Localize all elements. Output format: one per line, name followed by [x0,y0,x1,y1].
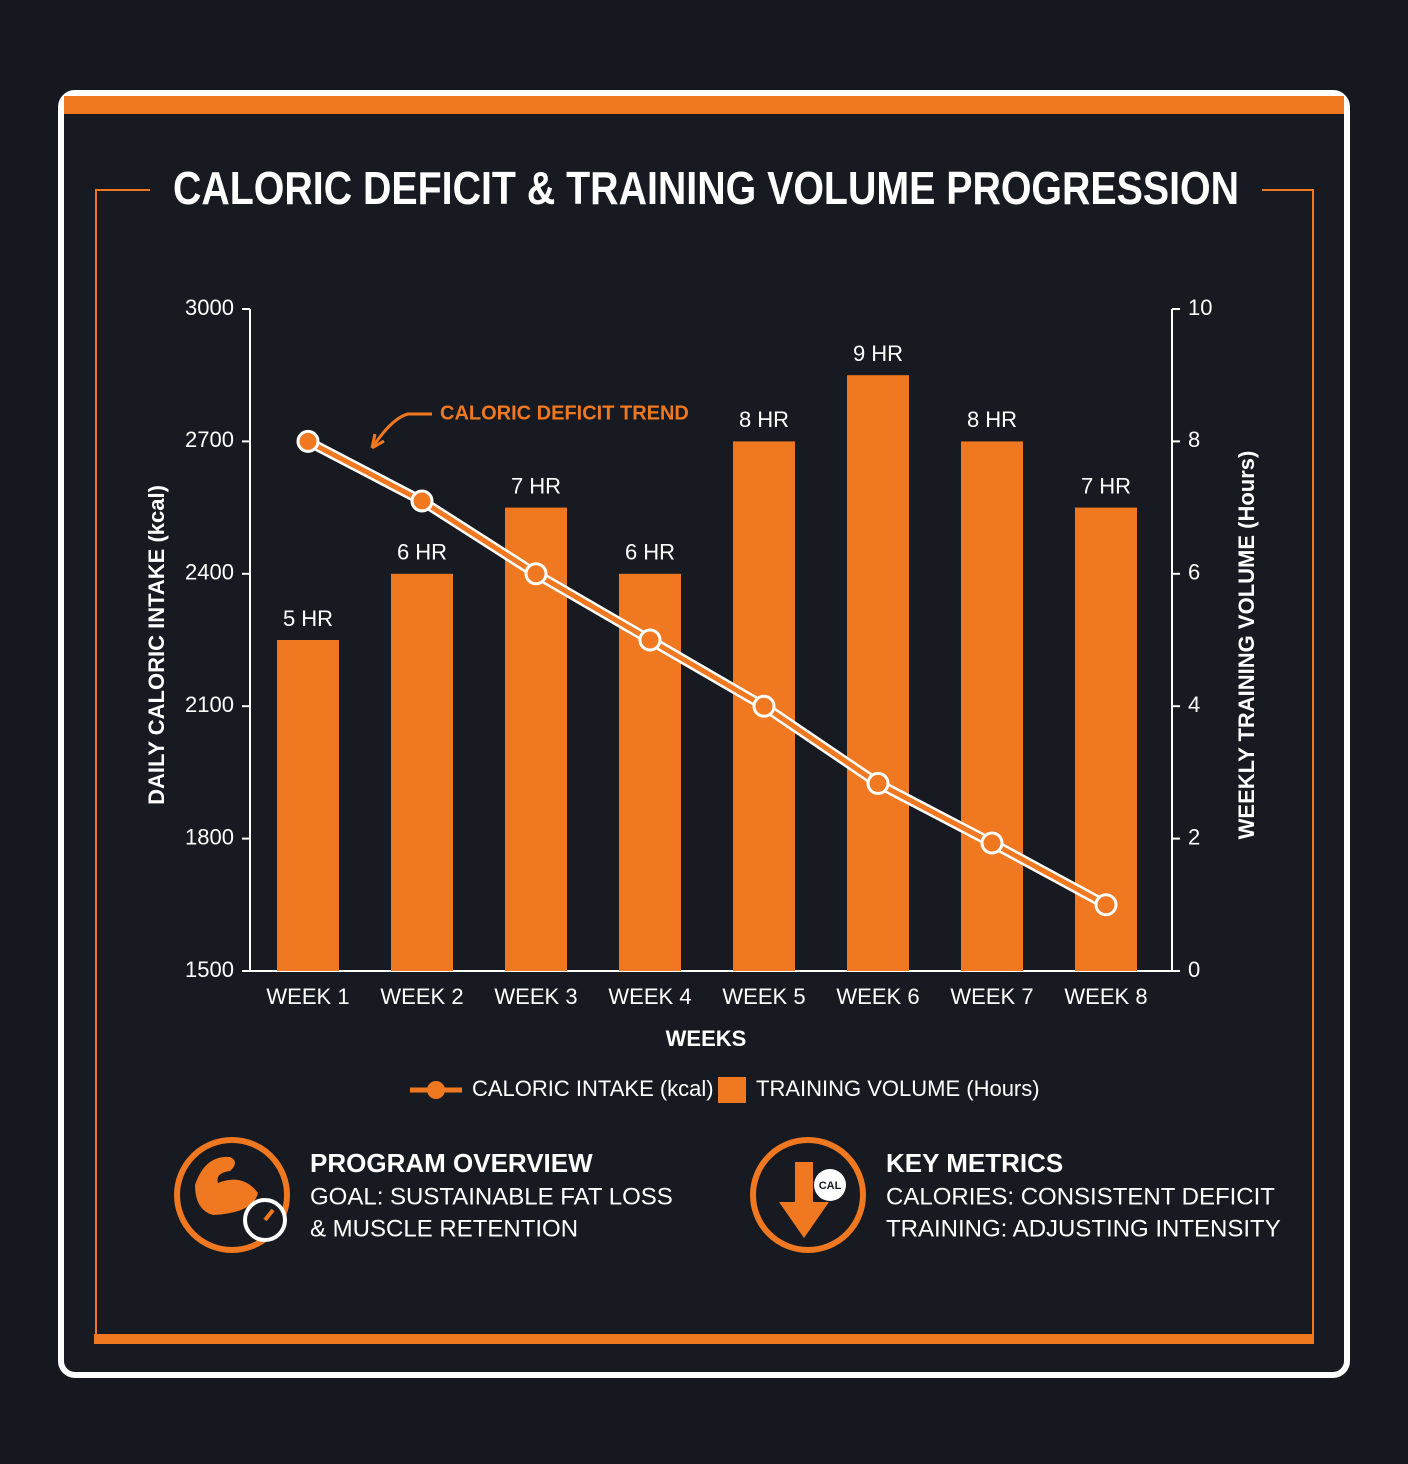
legend-swatch [718,1077,746,1103]
icon-calories: CAL [750,1137,866,1253]
x-tick-label: WEEK 4 [608,984,691,1009]
value-label: 6 HR [397,540,447,565]
panel-line: TRAINING: ADJUSTING INTENSITY [886,1215,1281,1242]
y2-tick-label: 4 [1188,692,1200,717]
axis-line [249,309,1173,972]
panel-title: KEY METRICS [886,1148,1063,1178]
line-point [296,429,320,453]
card [58,90,1350,1378]
y2-tick-label: 0 [1188,957,1200,982]
line-point [1094,893,1118,917]
legend-swatch [427,1081,445,1099]
value-label: 7 HR [1081,473,1131,498]
value-label: 5 HR [283,606,333,631]
top-bar [64,96,1344,114]
y-tick-label: 3000 [185,295,234,320]
line-point [638,628,662,652]
y2-tick-label: 8 [1188,427,1200,452]
x-tick-label: WEEK 1 [266,984,349,1009]
y2-tick-label: 10 [1188,295,1212,320]
icon-muscle [174,1137,290,1253]
y-tick-label: 2400 [185,560,234,585]
legend-label: CALORIC INTAKE (kcal) [472,1076,714,1101]
y-tick-label: 1500 [185,957,234,982]
y-axis-label: DAILY CALORIC INTAKE (kcal) [144,485,169,805]
y-tick-label: 2700 [185,427,234,452]
bar [391,573,453,971]
y-tick-label: 2100 [185,692,234,717]
value-label: 6 HR [625,540,675,565]
y2-tick-label: 2 [1188,824,1200,849]
bar [961,441,1023,971]
line [306,439,1108,907]
x-tick-label: WEEK 6 [836,984,919,1009]
legend-label: TRAINING VOLUME (Hours) [756,1076,1040,1101]
y2-tick-label: 6 [1188,560,1200,585]
bar [277,640,339,971]
panel-line: & MUSCLE RETENTION [310,1215,578,1242]
line-point [410,489,434,513]
panel-title: PROGRAM OVERVIEW [310,1148,593,1178]
bar [847,375,909,971]
line-point [866,771,890,795]
y2-axis-label: WEEKLY TRAINING VOLUME (Hours) [1234,451,1259,840]
value-label: 8 HR [967,407,1017,432]
x-tick-label: WEEK 2 [380,984,463,1009]
annotation: CALORIC DEFICIT TREND [440,402,689,424]
x-axis-label: WEEKS [666,1026,747,1051]
x-tick-label: WEEK 8 [1064,984,1147,1009]
frame [95,189,1314,1336]
panel-line: GOAL: SUSTAINABLE FAT LOSS [310,1183,673,1210]
y-tick-label: 1800 [185,824,234,849]
x-tick-label: WEEK 5 [722,984,805,1009]
annotation-arrow [370,412,432,450]
value-label: 8 HR [739,407,789,432]
line-point [752,694,776,718]
x-tick-label: WEEK 3 [494,984,577,1009]
svg-text:CAL: CAL [819,1180,842,1192]
value-label: 7 HR [511,473,561,498]
bottom-bar [94,1334,1314,1344]
line-point [980,831,1004,855]
panel-line: CALORIES: CONSISTENT DEFICIT [886,1183,1275,1210]
chart-title: CALORIC DEFICIT & TRAINING VOLUME PROGRE… [173,162,1239,214]
line-point [524,562,548,586]
value-label: 9 HR [853,341,903,366]
x-tick-label: WEEK 7 [950,984,1033,1009]
